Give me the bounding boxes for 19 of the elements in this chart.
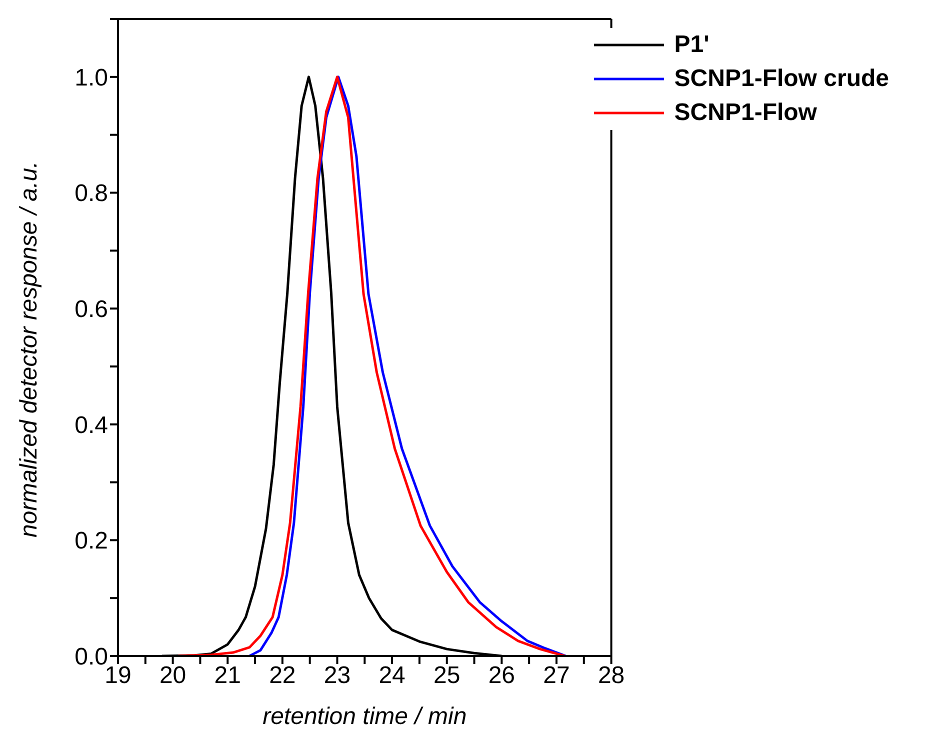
x-tick-label: 24 bbox=[378, 662, 406, 690]
y-tick-label: 0.6 bbox=[74, 296, 108, 324]
x-tick-label: 23 bbox=[324, 662, 351, 690]
x-tick-label: 28 bbox=[598, 662, 625, 690]
x-axis-title: retention time / min bbox=[262, 703, 467, 730]
y-tick-label: 0.8 bbox=[74, 180, 108, 208]
legend-label: SCNP1-Flow crude bbox=[674, 65, 889, 93]
legend-label: P1' bbox=[674, 31, 710, 59]
y-tick-label: 0.4 bbox=[74, 412, 108, 439]
legend-label: SCNP1-Flow bbox=[674, 99, 817, 127]
x-tick-label: 27 bbox=[543, 662, 570, 690]
x-tick-label: 22 bbox=[269, 662, 296, 690]
y-axis-title: normalized detector response / a.u. bbox=[16, 161, 43, 538]
x-tick-label: 25 bbox=[434, 662, 460, 690]
y-tick-label: 1.0 bbox=[74, 64, 108, 92]
x-tick-label: 26 bbox=[488, 662, 516, 690]
x-tick-label: 21 bbox=[214, 662, 241, 690]
x-tick-label: 20 bbox=[159, 662, 186, 690]
y-tick-label: 0.2 bbox=[74, 528, 108, 555]
